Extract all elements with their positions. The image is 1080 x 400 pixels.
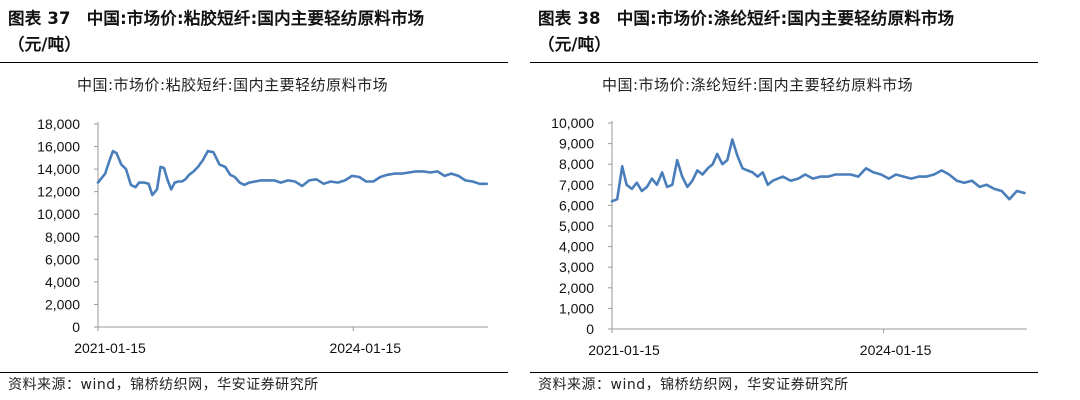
y-tick-label: 12,000	[37, 184, 80, 200]
chart-title: 中国:市场价:粘胶短纤:国内主要轻纺原料市场	[77, 76, 388, 94]
figure-number: 38	[577, 9, 601, 28]
y-tick-label: 0	[586, 321, 594, 337]
bottom-rule	[530, 372, 1038, 373]
source-note: 资料来源：wind，锦桥纺织网，华安证券研究所	[8, 377, 319, 393]
y-tick-label: 10,000	[37, 206, 80, 222]
y-tick-label: 4,000	[559, 239, 594, 255]
figure-unit: （元/吨）	[538, 35, 612, 54]
series-line	[610, 138, 1026, 203]
bottom-rule	[0, 372, 508, 373]
figure-37: 图表 37 中国:市场价:粘胶短纤:国内主要轻纺原料市场 （元/吨） 中国:市场…	[0, 0, 520, 400]
chart-title: 中国:市场价:涤纶短纤:国内主要轻纺原料市场	[602, 76, 913, 94]
figure-caption: 图表 38 中国:市场价:涤纶短纤:国内主要轻纺原料市场 （元/吨）	[538, 6, 1048, 58]
y-tick-label: 16,000	[37, 139, 80, 155]
top-rule	[0, 62, 508, 63]
y-tick-label: 1,000	[559, 300, 594, 316]
y-tick-label: 4,000	[45, 274, 80, 290]
x-tick-label: 2021-01-15	[588, 342, 660, 358]
x-tick-label: 2024-01-15	[860, 342, 932, 358]
figure-unit: （元/吨）	[8, 35, 82, 54]
x-tick-label: 2021-01-15	[74, 340, 146, 356]
y-tick-label: 6,000	[559, 197, 594, 213]
y-tick-label: 2,000	[45, 296, 80, 312]
figure-title: 中国:市场价:粘胶短纤:国内主要轻纺原料市场	[86, 9, 425, 28]
figure-caption: 图表 37 中国:市场价:粘胶短纤:国内主要轻纺原料市场 （元/吨）	[8, 6, 518, 58]
y-tick-label: 5,000	[559, 218, 594, 234]
y-tick-label: 8,000	[559, 156, 594, 172]
x-tick-label: 2024-01-15	[329, 340, 401, 356]
chart-37: 中国:市场价:粘胶短纤:国内主要轻纺原料市场 0 2,000 4,000 6,000 8,…	[37, 76, 489, 356]
y-tick-label: 3,000	[559, 259, 594, 275]
y-tick-label: 7,000	[559, 177, 594, 193]
source-note: 资料来源：wind，锦桥纺织网，华安证券研究所	[538, 377, 849, 393]
chart-38: 中国:市场价:涤纶短纤:国内主要轻纺原料市场 0 1,000 2,000 3,000 4,…	[551, 76, 1027, 358]
top-rule	[530, 62, 1038, 63]
y-tick-label: 8,000	[45, 229, 80, 245]
series-line	[96, 149, 489, 197]
y-tick-label: 6,000	[45, 251, 80, 267]
caption-prefix: 图表	[8, 9, 42, 28]
y-tick-label: 18,000	[37, 116, 80, 132]
y-tick-label: 2,000	[559, 280, 594, 296]
y-tick-label: 10,000	[551, 115, 594, 131]
caption-prefix: 图表	[538, 9, 572, 28]
figure-38: 图表 38 中国:市场价:涤纶短纤:国内主要轻纺原料市场 （元/吨） 中国:市场…	[530, 0, 1050, 400]
figure-title: 中国:市场价:涤纶短纤:国内主要轻纺原料市场	[616, 9, 955, 28]
y-tick-label: 9,000	[559, 136, 594, 152]
figure-number: 37	[47, 9, 71, 28]
y-tick-label: 0	[72, 319, 80, 335]
y-tick-label: 14,000	[37, 161, 80, 177]
